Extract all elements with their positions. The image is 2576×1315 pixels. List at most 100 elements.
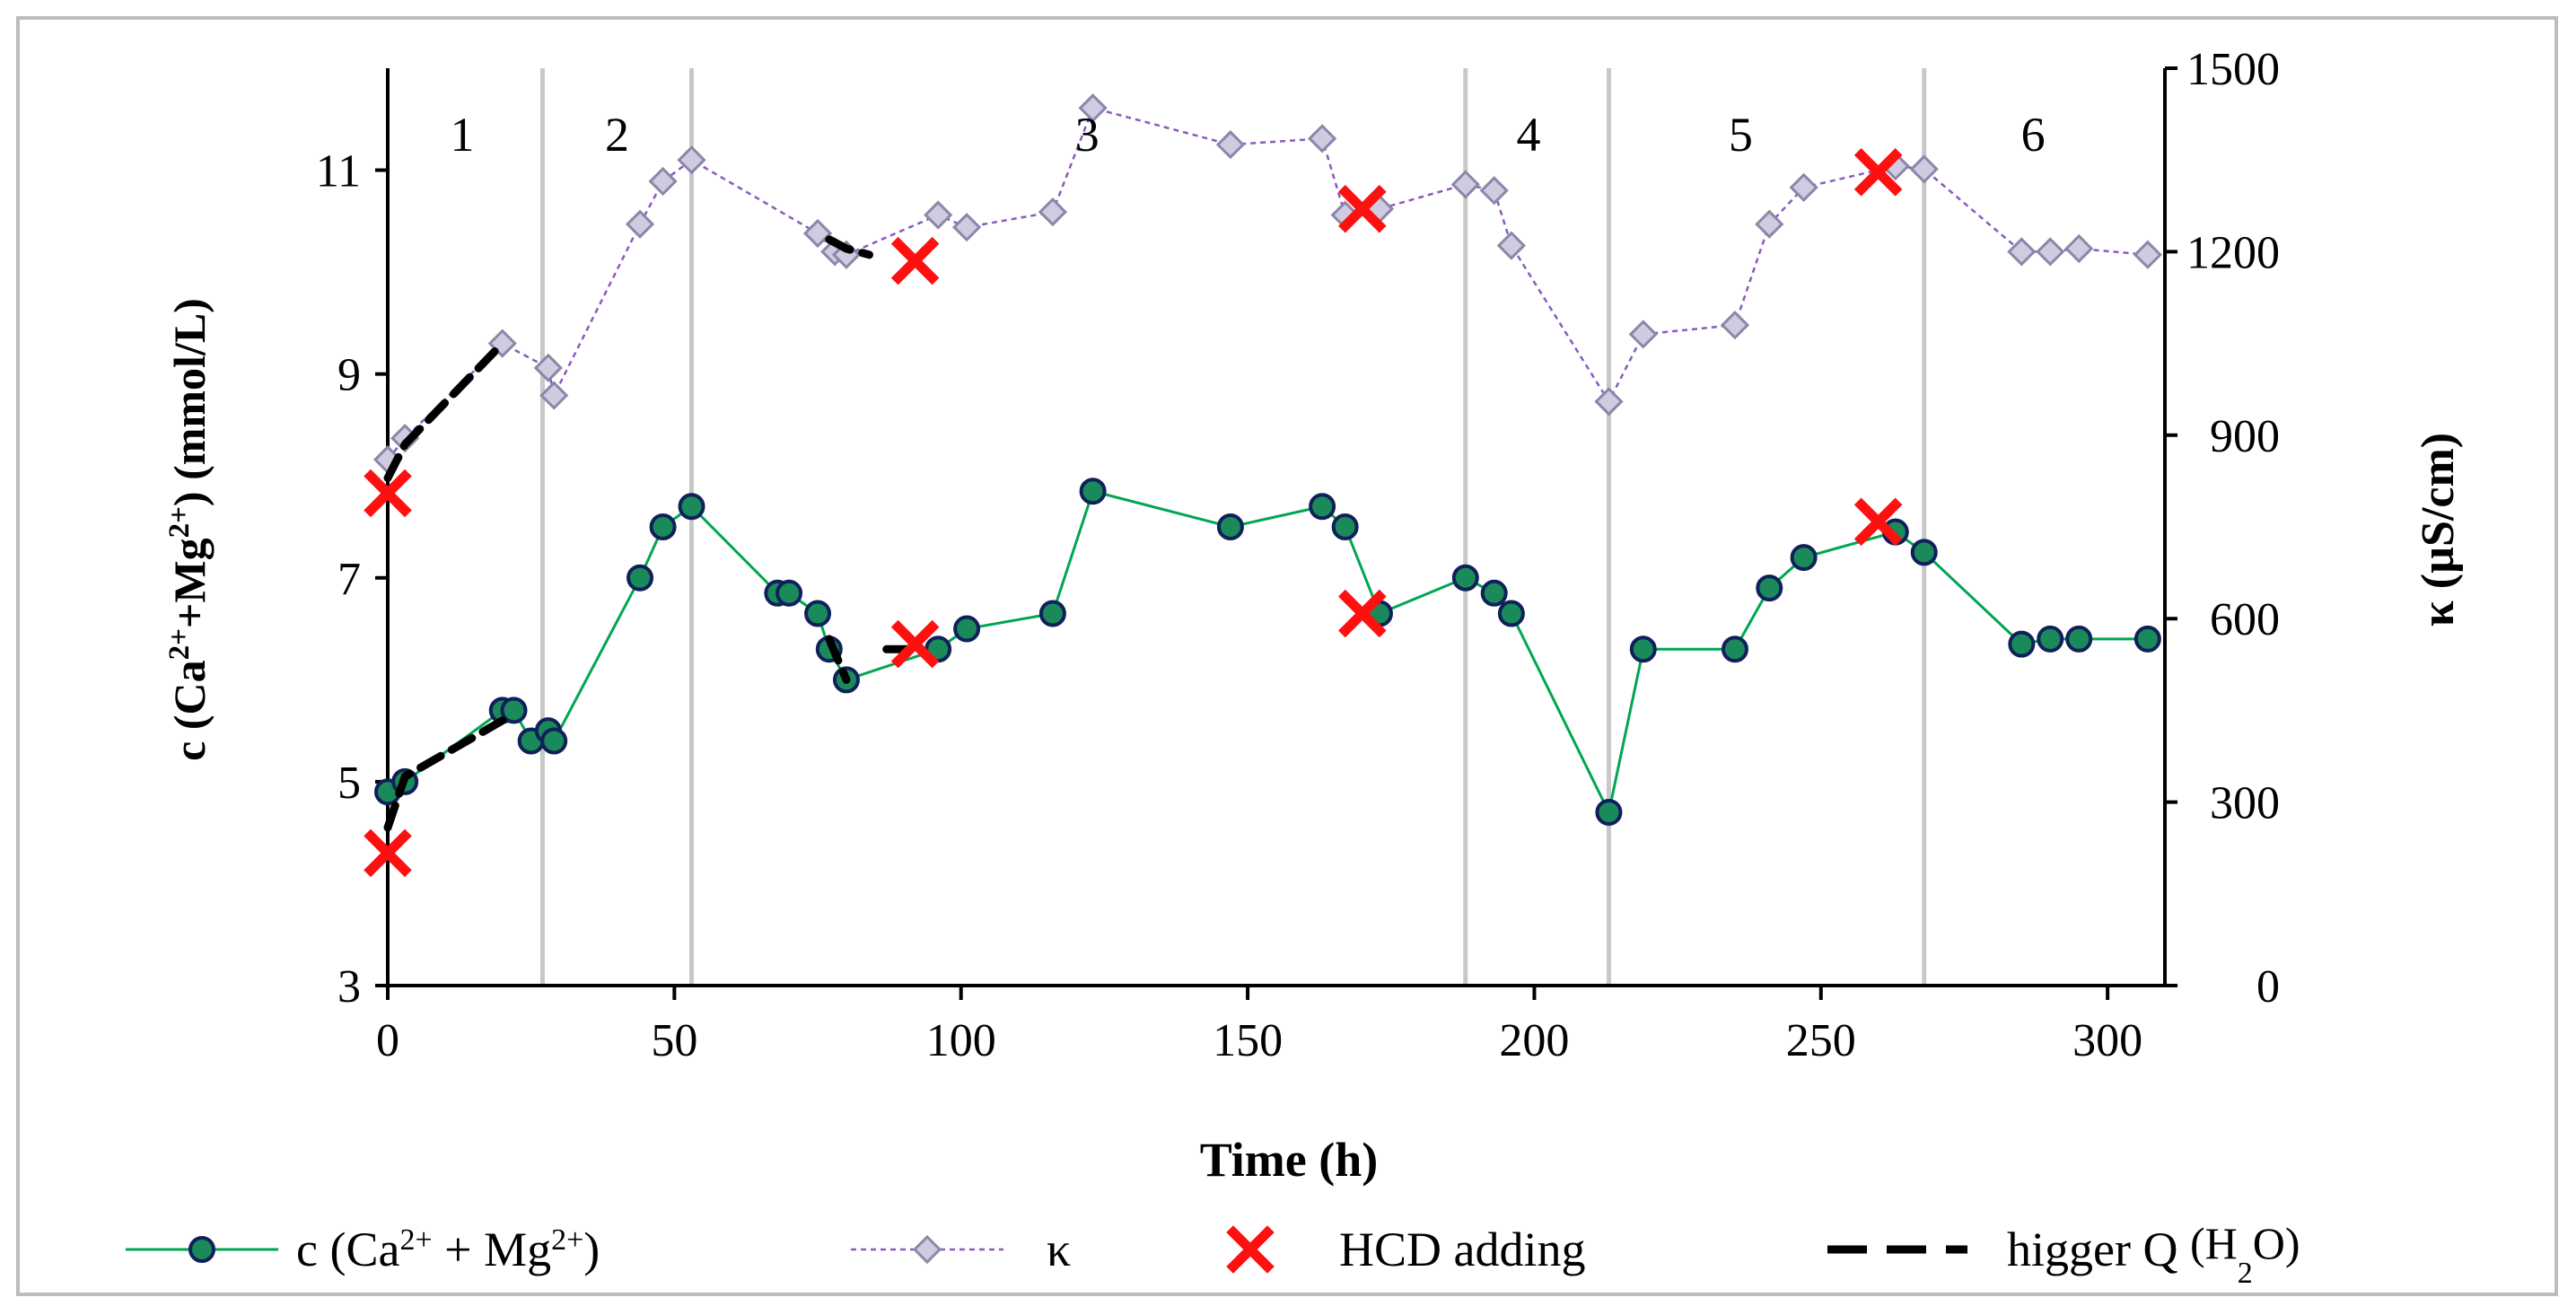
hcd-marker-concentration [1338,589,1387,638]
kappa-point [924,200,953,230]
kappa-point [802,218,833,249]
x-tick-label: 50 [651,1015,697,1066]
legend-label-higger-q: higger Q (H2O) [2007,1218,2300,1290]
higger-q-segment [383,339,507,482]
y-right-tick-label: 300 [2210,778,2280,829]
kappa-point [1755,209,1784,239]
concentration-point [2134,625,2161,653]
legend: c (Ca2+ + Mg2+) κ HCD adding higger Q (H2O) [126,1218,2300,1290]
hcd-cross-stroke [364,469,412,518]
concentration-point [500,697,528,724]
y-right-tick-label: 900 [2210,411,2280,462]
phase-label: 6 [2021,108,2046,162]
kappa-point [2064,233,2094,264]
kappa-point [1496,231,1526,260]
kappa-point [1038,197,1068,227]
x-tick-label: 300 [2072,1015,2142,1066]
concentration-point [2008,630,2036,658]
kappa-point [1628,320,1658,349]
kappa-point [2007,237,2037,267]
kappa-point [1078,93,1108,123]
concentration-point [1309,493,1336,521]
legend-label-concentration: c (Ca2+ + Mg2+) [296,1223,600,1276]
chart-frame [16,16,2558,1296]
concentration-point [1331,513,1359,540]
hcd-marker-concentration [364,828,412,878]
concentration-point [1721,636,1748,663]
y-right-tick-label: 600 [2210,594,2280,645]
concentration-point [804,600,832,627]
kappa-point [1450,170,1480,199]
concentration-point [2065,625,2093,653]
legend-diamond-marker [912,1234,942,1265]
concentration-point [626,564,654,592]
phase-label: 1 [451,108,475,162]
kappa-point [1307,124,1337,153]
hcd-cross-stroke [890,236,940,285]
phase-label: 3 [1075,108,1100,162]
kappa-point [1594,387,1624,416]
phase-label: 2 [605,108,629,162]
legend-circle-marker [188,1236,215,1263]
y-right-tick-label: 1200 [2186,227,2280,278]
axes: 3 5 7 9 11 0 300 600 900 1200 1500 0 50 100 150 200 250 3… [316,44,2280,1066]
kappa-point [1789,172,1818,202]
phase-gridlines [539,68,1927,986]
legend-label-kappa: κ [1047,1223,1071,1276]
y-right-tick-label: 0 [2256,961,2280,1013]
y-left-tick-label: 3 [337,961,361,1013]
kappa-point [648,166,678,197]
concentration-point [540,727,568,755]
phase-label: 5 [1729,108,1753,162]
kappa-point [1479,176,1509,206]
hcd-cross-stroke [1226,1225,1275,1274]
kappa-point [533,353,563,382]
kappa-point [2133,240,2162,269]
y-left-tick-label: 11 [316,146,361,197]
higger-q-segment [825,635,851,684]
y-left-tick-label: 9 [337,350,361,401]
x-tick-label: 250 [1786,1015,1856,1066]
kappa-point [1720,311,1750,340]
hcd-marker-kappa [1853,148,1903,197]
series-layer [364,93,2162,878]
phase-label: 4 [1517,108,1541,162]
x-tick-label: 150 [1213,1015,1283,1066]
kappa-point [2036,237,2065,267]
hcd-marker-concentration [1853,497,1903,547]
x-tick-label: 200 [1499,1015,1569,1066]
kappa-point [539,381,569,410]
concentration-point [1629,636,1657,663]
y-axis-left-title: c (Ca2++Mg2+) (mmol/L) [163,298,215,761]
concentration-point [775,579,803,607]
legend-cross-marker [1226,1225,1275,1274]
x-tick-label: 100 [926,1015,996,1066]
kappa-point [951,213,982,242]
phase-labels: 1 2 3 4 5 6 [451,108,2046,162]
kappa-point [1909,154,1939,184]
hcd-cross-stroke [1853,148,1903,197]
concentration-point [953,615,981,643]
concentration-point [1079,478,1107,505]
x-axis-title: Time (h) [1200,1133,1379,1187]
concentration-point [1497,600,1525,627]
kappa-point [625,209,655,239]
concentration-point [1216,513,1244,540]
kappa-point [1215,130,1246,160]
kappa-point [677,145,706,175]
hcd-cross-stroke [1853,497,1903,547]
higger-q-segment [383,716,507,832]
hcd-marker-kappa [1338,184,1387,233]
legend-label-hcd: HCD adding [1339,1223,1585,1276]
higger-q-segment [825,235,874,259]
concentration-point [1038,600,1066,627]
concentration-line [387,489,2148,817]
hcd-marker-concentration [890,619,940,669]
concentration-point [678,493,705,521]
concentration-point [1595,798,1623,826]
y-axis-right-title: κ (µS/cm) [2413,433,2464,627]
hcd-cross-stroke [1338,589,1387,638]
concentration-point [1790,544,1818,572]
concentration-point [1756,574,1783,602]
y-left-tick-label: 7 [337,554,361,605]
